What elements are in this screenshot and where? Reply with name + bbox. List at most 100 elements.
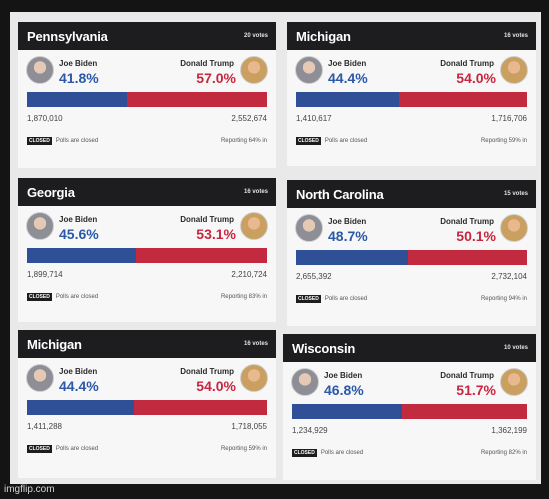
closed-badge: CLOSED [27,137,52,145]
candidates-row: Joe Biden 48.7% Donald Trump 50.1% [287,214,536,250]
biden-avatar [295,214,323,242]
biden-count: 2,655,392 [296,272,332,281]
biden-bar [292,404,402,419]
trump-percent: 51.7% [456,382,496,398]
trump-name: Donald Trump [440,217,494,226]
closed-badge: CLOSED [296,295,321,303]
reporting-status: Reporting 83% in [220,294,267,300]
status-row: CLOSED Polls are closed Reporting 59% in [296,135,527,147]
trump-name: Donald Trump [180,215,234,224]
biden-percent: 41.8% [59,70,99,86]
reporting-status: Reporting 59% in [220,446,267,452]
biden-percent: 48.7% [328,228,368,244]
vote-share-bar [27,248,267,263]
trump-percent: 53.1% [196,226,236,242]
closed-badge: CLOSED [292,449,317,457]
biden-avatar [26,56,54,84]
vote-counts: 1,870,010 2,552,674 [27,114,267,126]
card-north-carolina: North Carolina 15 votes Joe Biden 48.7% … [287,180,536,326]
polls-status: Polls are closed [55,446,99,452]
biden-percent: 44.4% [59,378,99,394]
biden-bar [27,248,137,263]
vote-counts: 1,410,617 1,716,706 [296,114,527,126]
biden-bar [296,250,409,265]
biden-bar [296,92,399,107]
trump-count: 1,718,055 [231,422,267,431]
card-header: North Carolina 15 votes [287,180,536,208]
biden-avatar [295,56,323,84]
trump-bar [136,248,267,263]
biden-avatar [26,212,54,240]
electoral-votes: 16 votes [503,33,528,39]
trump-avatar [240,56,268,84]
candidates-row: Joe Biden 41.8% Donald Trump 57.0% [18,56,276,92]
trump-name: Donald Trump [180,367,234,376]
card-header: Wisconsin 10 votes [283,334,536,362]
trump-bar [401,404,527,419]
trump-count: 2,552,674 [231,114,267,123]
electoral-votes: 20 votes [243,33,268,39]
status-row: CLOSED Polls are closed Reporting 82% in [292,447,527,459]
reporting-status: Reporting 94% in [480,296,527,302]
card-header: Michigan 16 votes [18,330,276,358]
reporting-status: Reporting 59% in [480,138,527,144]
biden-name: Joe Biden [59,59,98,68]
biden-count: 1,899,714 [27,270,63,279]
trump-percent: 50.1% [456,228,496,244]
status-row: CLOSED Polls are closed Reporting 83% in [27,291,267,303]
trump-count: 1,716,706 [491,114,527,123]
state-name: Michigan [296,28,351,44]
trump-bar [398,92,527,107]
vote-share-bar [296,92,527,107]
biden-percent: 46.8% [324,382,364,398]
biden-count: 1,870,010 [27,114,63,123]
biden-count: 1,234,929 [292,426,328,435]
vote-counts: 1,234,929 1,362,199 [292,426,527,438]
vote-share-bar [292,404,527,419]
biden-avatar [291,368,319,396]
biden-name: Joe Biden [328,217,367,226]
trump-bar [133,400,267,415]
card-michigan-2: Michigan 16 votes Joe Biden 44.4% Donald… [18,330,276,478]
biden-percent: 45.6% [59,226,99,242]
status-row: CLOSED Polls are closed Reporting 59% in [27,443,267,455]
candidates-row: Joe Biden 44.4% Donald Trump 54.0% [287,56,536,92]
reporting-status: Reporting 64% in [220,138,267,144]
biden-percent: 44.4% [328,70,368,86]
closed-badge: CLOSED [27,445,52,453]
trump-count: 2,732,104 [491,272,527,281]
status-row: CLOSED Polls are closed Reporting 64% in [27,135,267,147]
trump-bar [408,250,527,265]
trump-name: Donald Trump [440,371,494,380]
trump-name: Donald Trump [180,59,234,68]
biden-name: Joe Biden [59,367,98,376]
card-header: Michigan 16 votes [287,22,536,50]
card-michigan: Michigan 16 votes Joe Biden 44.4% Donald… [287,22,536,166]
vote-share-bar [27,92,267,107]
vote-counts: 2,655,392 2,732,104 [296,272,527,284]
electoral-votes: 10 votes [503,345,528,351]
state-name: Pennsylvania [27,28,108,44]
vote-share-bar [296,250,527,265]
biden-count: 1,411,288 [27,422,62,431]
electoral-votes: 15 votes [503,191,528,197]
vote-share-bar [27,400,267,415]
trump-avatar [240,212,268,240]
vote-counts: 1,411,288 1,718,055 [27,422,267,434]
trump-name: Donald Trump [440,59,494,68]
polls-status: Polls are closed [55,138,99,144]
card-pennsylvania: Pennsylvania 20 votes Joe Biden 41.8% Do… [18,22,276,168]
card-georgia: Georgia 16 votes Joe Biden 45.6% Donald … [18,178,276,322]
polls-status: Polls are closed [324,296,368,302]
closed-badge: CLOSED [27,293,52,301]
trump-count: 1,362,199 [491,426,527,435]
reporting-status: Reporting 82% in [480,450,527,456]
candidates-row: Joe Biden 44.4% Donald Trump 54.0% [18,364,276,400]
electoral-votes: 16 votes [243,341,268,347]
trump-count: 2,210,724 [231,270,267,279]
closed-badge: CLOSED [296,137,321,145]
biden-bar [27,400,134,415]
biden-bar [27,92,128,107]
state-name: North Carolina [296,186,384,202]
trump-avatar [500,56,528,84]
